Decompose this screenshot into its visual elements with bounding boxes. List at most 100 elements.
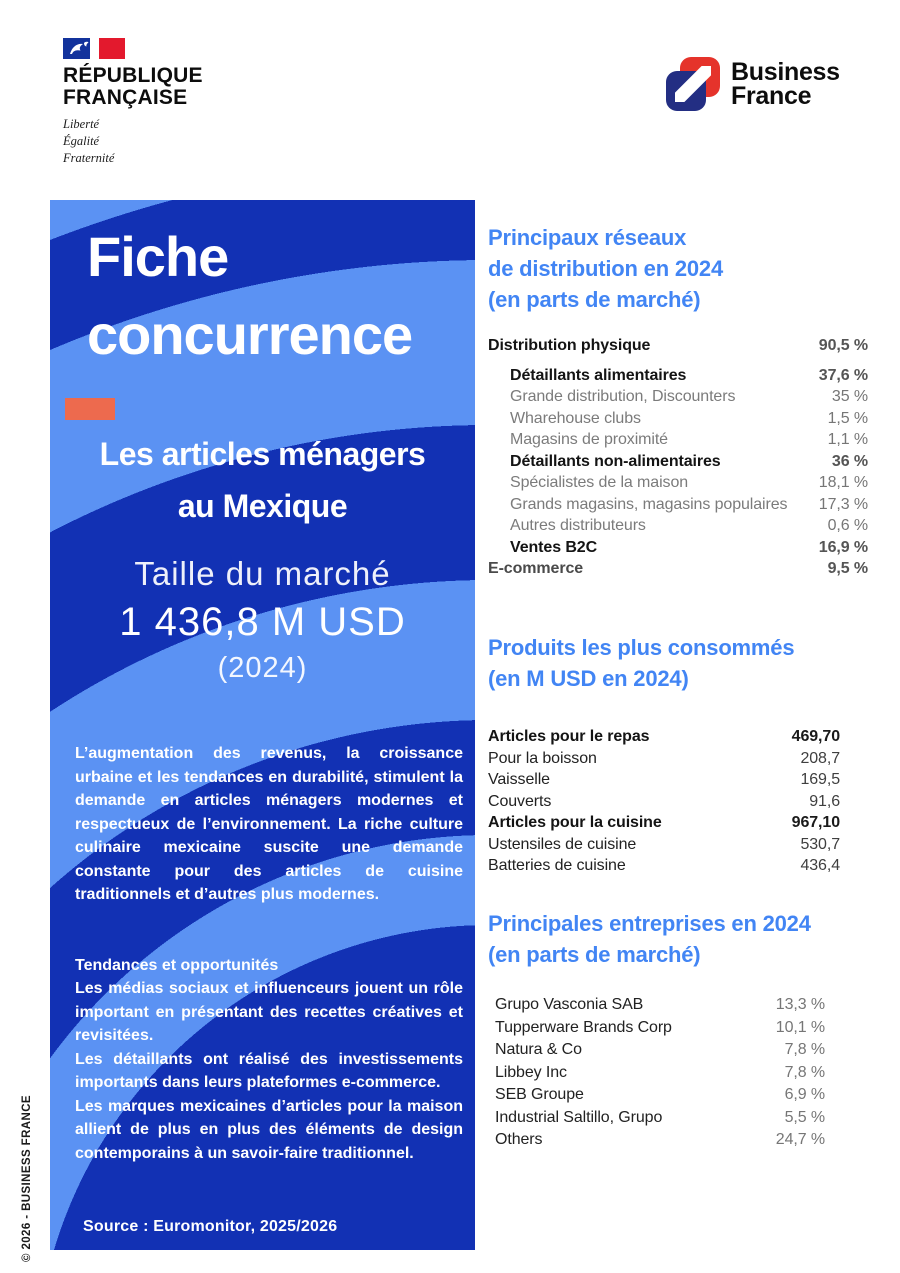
row-label: Détaillants non-alimentaires [510, 452, 721, 470]
row-label: Ventes B2C [510, 538, 598, 556]
row-label: Industrial Saltillo, Grupo [495, 1108, 663, 1126]
companies-table: Grupo Vasconia SAB 13,3 % Tupperware Bran… [488, 994, 825, 1152]
row-label: Articles pour le repas [488, 728, 650, 745]
row-value: 16,9 % [818, 538, 868, 556]
panel-body-text: L’augmentation des revenus, la croissanc… [75, 742, 463, 1165]
row-label: Magasins de proximité [510, 431, 668, 448]
row-value: 90,5 % [818, 337, 868, 354]
section-distribution: Principaux réseaux de distribution en 20… [488, 222, 868, 580]
row-label: Libbey Inc [495, 1063, 567, 1081]
table-row: Grands magasins, magasins populaires 17,3… [488, 494, 868, 516]
orange-accent-bar [65, 398, 115, 420]
table-row: Grupo Vasconia SAB 13,3 % [488, 994, 825, 1017]
row-value: 1,5 % [827, 409, 869, 427]
row-value: 7,8 % [784, 1041, 826, 1058]
row-value: 24,7 % [775, 1131, 825, 1148]
republique-francaise-logo: RÉPUBLIQUE FRANÇAISE Liberté Égalité Fra… [63, 38, 203, 167]
page-title: Fiche concurrence [87, 225, 413, 366]
table-row: Ventes B2C 16,9 % [488, 537, 868, 559]
row-label: Grande distribution, Discounters [510, 388, 736, 405]
table-row: Détaillants alimentaires 37,6 % [488, 365, 868, 387]
copyright-vertical-text: © 2026 - BUSINESS FRANCE [21, 1095, 33, 1262]
table-row: Ustensiles de cuisine 530,7 [488, 834, 840, 856]
table-row: Libbey Inc 7,8 % [488, 1062, 825, 1085]
table-row: Grande distribution, Discounters 35 % [488, 386, 868, 408]
business-france-logo-icon [666, 57, 720, 111]
table-row: Batteries de cuisine 436,4 [488, 855, 840, 877]
french-flag-icon [63, 38, 125, 59]
table-row: Tupperware Brands Corp 10,1 % [488, 1017, 825, 1040]
intro-paragraph: L’augmentation des revenus, la croissanc… [75, 745, 463, 903]
trends-paragraph-2: Les détaillants ont réalisé des investis… [75, 1050, 463, 1092]
row-label: E-commerce [488, 560, 584, 577]
row-value: 6,9 % [784, 1086, 826, 1103]
row-value: 17,3 % [818, 495, 868, 513]
row-value: 10,1 % [775, 1018, 825, 1036]
row-label: Grupo Vasconia SAB [495, 996, 644, 1013]
row-label: Articles pour la cuisine [488, 814, 662, 831]
row-value: 169,5 [800, 771, 840, 788]
row-value: 0,6 % [827, 517, 869, 534]
section-products-heading: Produits les plus consommés (en M USD en… [488, 635, 795, 691]
row-label: Natura & Co [495, 1041, 582, 1058]
table-row: Distribution physique 90,5 % [488, 335, 868, 357]
row-value: 436,4 [800, 857, 840, 874]
table-row: Magasins de proximité 1,1 % [488, 429, 868, 451]
table-row: Others 24,7 % [488, 1129, 825, 1152]
table-row: Articles pour la cuisine 967,10 [488, 812, 840, 834]
section-products: Produits les plus consommés (en M USD en… [488, 632, 840, 877]
paragraph-spacer [75, 907, 463, 954]
row-label: Vaisselle [488, 771, 550, 788]
row-label: Détaillants alimentaires [510, 366, 687, 384]
table-row: Wharehouse clubs 1,5 % [488, 408, 868, 430]
page-subtitle: Les articles ménagers au Mexique [99, 436, 426, 524]
business-france-logo: Business France [666, 57, 840, 111]
section-companies: Principales entreprises en 2024 (en part… [488, 908, 825, 1152]
market-size-label: Taille du marché [134, 555, 391, 592]
row-label: Spécialistes de la maison [510, 474, 689, 491]
row-label: Batteries de cuisine [488, 857, 626, 874]
row-value: 13,3 % [775, 996, 825, 1013]
left-info-panel: Fiche concurrence Les articles ménagers … [50, 200, 475, 1250]
trends-title: Tendances et opportunités [75, 956, 279, 974]
row-value: 7,8 % [784, 1063, 826, 1081]
table-row: Autres distributeurs 0,6 % [488, 515, 868, 537]
row-value: 37,6 % [818, 366, 868, 384]
row-label: Autres distributeurs [510, 517, 646, 534]
row-label: Couverts [488, 792, 552, 810]
table-row: Détaillants non-alimentaires 36 % [488, 451, 868, 473]
distribution-table: Distribution physique 90,5 % Détaillants … [488, 335, 868, 580]
row-value: 5,5 % [784, 1108, 826, 1126]
row-label: Pour la boisson [488, 749, 597, 767]
row-value: 91,6 [809, 792, 840, 810]
row-label: Tupperware Brands Corp [495, 1018, 672, 1036]
table-row: Couverts 91,6 [488, 791, 840, 813]
row-value: 469,70 [791, 728, 840, 745]
table-row: Spécialistes de la maison 18,1 % [488, 472, 868, 494]
trends-paragraph-1: Les médias sociaux et influenceurs jouen… [75, 980, 463, 1044]
row-value: 1,1 % [827, 431, 869, 448]
row-value: 530,7 [800, 835, 840, 853]
table-row: Pour la boisson 208,7 [488, 748, 840, 770]
section-companies-heading: Principales entreprises en 2024 (en part… [488, 911, 811, 967]
row-value: 208,7 [800, 749, 840, 767]
market-size-value: 1 436,8 M USD [119, 600, 406, 644]
table-row: Industrial Saltillo, Grupo 5,5 % [488, 1107, 825, 1130]
table-row: Natura & Co 7,8 % [488, 1039, 825, 1062]
business-france-wordmark: Business France [731, 58, 840, 110]
row-label: Distribution physique [488, 337, 651, 354]
section-distribution-heading: Principaux réseaux de distribution en 20… [488, 225, 724, 312]
row-label: Others [495, 1131, 543, 1148]
market-size-block: Taille du marché 1 436,8 M USD (2024) [50, 552, 475, 688]
source-note: Source : Euromonitor, 2025/2026 [83, 1218, 338, 1235]
table-row: E-commerce 9,5 % [488, 558, 868, 580]
gov-motto: Liberté Égalité Fraternité [63, 117, 115, 165]
row-value: 9,5 % [827, 560, 869, 577]
row-value: 967,10 [791, 814, 840, 831]
row-label: Ustensiles de cuisine [488, 835, 637, 853]
row-label: Grands magasins, magasins populaires [510, 495, 788, 513]
table-row: SEB Groupe 6,9 % [488, 1084, 825, 1107]
row-value: 36 % [831, 452, 868, 470]
trends-paragraph-3: Les marques mexicaines d’articles pour l… [75, 1097, 463, 1162]
table-row: Articles pour le repas 469,70 [488, 726, 840, 748]
